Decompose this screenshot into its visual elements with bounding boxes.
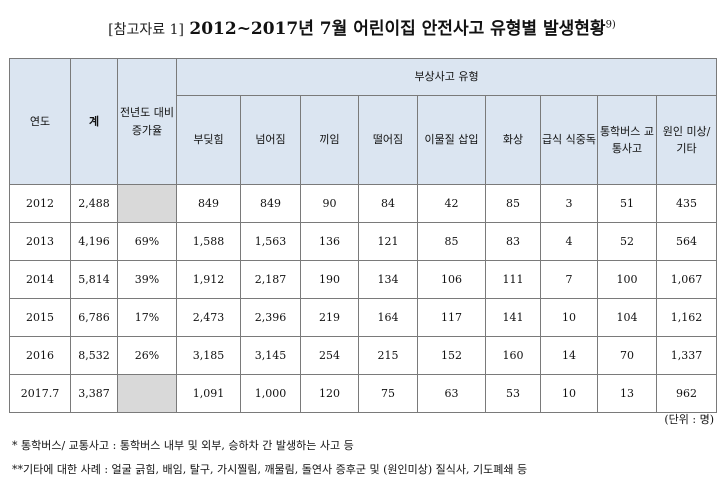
cell-year: 2016 xyxy=(9,336,71,375)
cell-change: 39% xyxy=(117,260,177,299)
cell-value: 111 xyxy=(485,260,541,299)
cell-value: 435 xyxy=(655,184,718,223)
cell-value: 52 xyxy=(597,222,657,261)
cell-value: 164 xyxy=(358,298,418,337)
cell-value: 849 xyxy=(176,184,241,223)
cell-change: 69% xyxy=(117,222,177,261)
cell-value: 10 xyxy=(540,298,598,337)
cell-value: 100 xyxy=(597,260,657,299)
cell-value: 215 xyxy=(358,336,418,375)
cell-value: 2,396 xyxy=(240,298,301,337)
header-total: 계 xyxy=(70,58,118,185)
header-injury-group: 부상사고 유형 xyxy=(175,58,718,96)
cell-value: 10 xyxy=(540,374,598,413)
cell-value: 1,000 xyxy=(240,374,301,413)
title-footnote-mark: 9) xyxy=(605,19,616,31)
cell-change: 17% xyxy=(117,298,177,337)
table-row: 2015 6,786 17% 2,473 2,396 219 164 117 141 10 104 1… xyxy=(9,298,718,337)
cell-value: 141 xyxy=(485,298,541,337)
table-row: 2014 5,814 39% 1,912 2,187 190 134 106 111 7 100 1,… xyxy=(9,260,718,299)
cell-total: 6,786 xyxy=(70,298,118,337)
cell-value: 90 xyxy=(300,184,359,223)
cell-value: 962 xyxy=(655,374,718,413)
title-prefix: [참고자료 1] xyxy=(108,22,184,38)
cell-value: 160 xyxy=(485,336,541,375)
cell-value: 121 xyxy=(358,222,418,261)
cell-value: 1,563 xyxy=(240,222,301,261)
cell-value: 104 xyxy=(597,298,657,337)
cell-total: 5,814 xyxy=(70,260,118,299)
header-type: 통학버스 교통사고 xyxy=(597,95,657,185)
cell-value: 849 xyxy=(240,184,301,223)
cell-total: 8,532 xyxy=(70,336,118,375)
cell-value: 190 xyxy=(300,260,359,299)
cell-change xyxy=(117,374,177,413)
cell-value: 1,067 xyxy=(655,260,718,299)
footnote-2: **기타에 대한 사례 : 얼굴 긁힘, 배임, 탈구, 가시찔림, 깨물림, … xyxy=(12,463,528,476)
header-type: 화상 xyxy=(485,95,541,185)
unit-label: (단위 : 명) xyxy=(664,413,714,426)
cell-value: 85 xyxy=(417,222,486,261)
cell-value: 3,185 xyxy=(176,336,241,375)
header-change: 전년도 대비 증가율 xyxy=(117,58,177,185)
cell-value: 1,337 xyxy=(655,336,718,375)
cell-value: 106 xyxy=(417,260,486,299)
cell-total: 2,488 xyxy=(70,184,118,223)
cell-value: 1,912 xyxy=(176,260,241,299)
table-row: 2012 2,488 849 849 90 84 42 85 3 51 435 xyxy=(9,184,718,223)
table-row: 2017.7 3,387 1,091 1,000 120 75 63 53 10 13 962 xyxy=(9,374,718,413)
document-title: [참고자료 1] 2012~2017년 7월 어린이집 안전사고 유형별 발생현… xyxy=(0,14,724,39)
cell-value: 83 xyxy=(485,222,541,261)
cell-value: 2,187 xyxy=(240,260,301,299)
cell-value: 13 xyxy=(597,374,657,413)
cell-value: 14 xyxy=(540,336,598,375)
footnote-1: * 통학버스/ 교통사고 : 통학버스 내부 및 외부, 승하차 간 발생하는 … xyxy=(12,439,354,452)
title-text: 2012~2017년 7월 어린이집 안전사고 유형별 발생현황 xyxy=(189,19,606,39)
table-row: 2013 4,196 69% 1,588 1,563 136 121 85 83 4 52 564 xyxy=(9,222,718,261)
cell-value: 1,588 xyxy=(176,222,241,261)
cell-year: 2013 xyxy=(9,222,71,261)
cell-value: 51 xyxy=(597,184,657,223)
cell-total: 3,387 xyxy=(70,374,118,413)
header-type: 떨어짐 xyxy=(358,95,418,185)
cell-value: 4 xyxy=(540,222,598,261)
cell-value: 70 xyxy=(597,336,657,375)
header-type: 끼임 xyxy=(300,95,359,185)
accident-table: 연도 계 전년도 대비 증가율 부상사고 유형 부딪힘 넘어짐 끼임 떨어짐 이물질 삽… xyxy=(9,58,718,413)
cell-value: 120 xyxy=(300,374,359,413)
header-type: 원인 미상/ 기타 xyxy=(655,95,718,185)
cell-value: 219 xyxy=(300,298,359,337)
cell-year: 2012 xyxy=(9,184,71,223)
cell-value: 42 xyxy=(417,184,486,223)
cell-value: 564 xyxy=(655,222,718,261)
cell-value: 3 xyxy=(540,184,598,223)
cell-value: 63 xyxy=(417,374,486,413)
cell-value: 1,091 xyxy=(176,374,241,413)
header-type: 넘어짐 xyxy=(240,95,301,185)
cell-value: 254 xyxy=(300,336,359,375)
cell-value: 84 xyxy=(358,184,418,223)
header-type: 이물질 삽입 xyxy=(417,95,486,185)
cell-value: 75 xyxy=(358,374,418,413)
cell-value: 3,145 xyxy=(240,336,301,375)
cell-value: 117 xyxy=(417,298,486,337)
cell-value: 136 xyxy=(300,222,359,261)
cell-year: 2017.7 xyxy=(9,374,71,413)
cell-value: 2,473 xyxy=(176,298,241,337)
cell-value: 85 xyxy=(485,184,541,223)
table-row: 2016 8,532 26% 3,185 3,145 254 215 152 160 14 70 1,… xyxy=(9,336,718,375)
cell-value: 7 xyxy=(540,260,598,299)
cell-change: 26% xyxy=(117,336,177,375)
header-year: 연도 xyxy=(9,58,71,185)
cell-year: 2015 xyxy=(9,298,71,337)
cell-value: 152 xyxy=(417,336,486,375)
cell-year: 2014 xyxy=(9,260,71,299)
header-type: 급식 식중독 xyxy=(540,95,598,185)
cell-total: 4,196 xyxy=(70,222,118,261)
cell-value: 53 xyxy=(485,374,541,413)
cell-change xyxy=(117,184,177,223)
cell-value: 134 xyxy=(358,260,418,299)
cell-value: 1,162 xyxy=(655,298,718,337)
header-type: 부딪힘 xyxy=(176,95,241,185)
